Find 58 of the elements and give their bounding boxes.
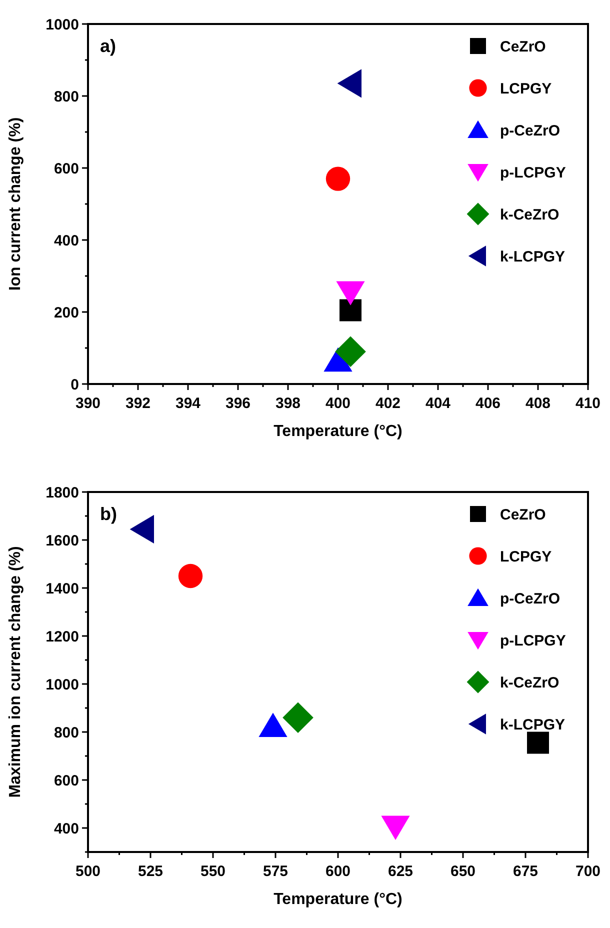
y-axis-title: Maximum ion current change (%) (7, 546, 24, 798)
x-axis-title: Temperature (°C) (274, 891, 402, 908)
legend-label: LCPGY (500, 548, 552, 566)
legend-label: p-LCPGY (500, 164, 566, 182)
y-tick-label: 1400 (46, 580, 79, 598)
point (258, 712, 288, 737)
legend-label: p-CeZrO (500, 122, 560, 140)
x-tick-label: 398 (275, 395, 301, 412)
point (381, 816, 410, 840)
x-tick-label: 402 (375, 395, 401, 412)
y-tick-label: 400 (54, 232, 79, 250)
x-tick-label: 550 (200, 863, 226, 880)
y-tick-label: 800 (54, 88, 79, 106)
y-tick-label: 800 (54, 724, 79, 742)
x-tick-label: 406 (475, 395, 501, 412)
x-tick-label: 408 (525, 395, 551, 412)
legend-label: p-LCPGY (500, 632, 566, 650)
x-tick-label: 625 (388, 863, 414, 880)
y-tick-label: 200 (54, 304, 79, 322)
x-tick-label: 650 (450, 863, 476, 880)
x-axis-title: Temperature (°C) (274, 423, 402, 440)
x-tick-label: 600 (325, 863, 351, 880)
y-tick-label: 1000 (46, 16, 79, 34)
legend-label: k-CeZrO (500, 674, 560, 692)
legend-label: k-CeZrO (500, 206, 560, 224)
legend-label: p-CeZrO (500, 590, 560, 608)
x-tick-label: 396 (225, 395, 251, 412)
legend-label: CeZrO (500, 38, 546, 56)
x-tick-label: 410 (575, 395, 601, 412)
text: b) (100, 504, 117, 524)
x-tick-label: 575 (262, 863, 288, 880)
y-tick-label: 400 (54, 820, 79, 838)
point (527, 732, 549, 754)
x-tick-label: 394 (175, 395, 202, 412)
y-tick-label: 1600 (46, 532, 79, 550)
y-tick-label: 600 (54, 772, 79, 790)
legend-label: k-LCPGY (500, 248, 566, 266)
point (282, 702, 314, 733)
legend-label: CeZrO (500, 506, 546, 524)
x-tick-label: 525 (138, 863, 164, 880)
x-tick-label: 404 (425, 395, 452, 412)
y-tick-label: 1000 (46, 676, 79, 694)
point (178, 564, 203, 588)
x-tick-label: 392 (125, 395, 151, 412)
y-tick-label: 1200 (46, 628, 79, 646)
point (130, 514, 154, 544)
x-tick-label: 500 (75, 863, 101, 880)
x-tick-label: 390 (75, 395, 101, 412)
legend-label: k-LCPGY (500, 716, 566, 734)
y-axis-title: Ion current change (%) (7, 117, 24, 291)
y-tick-label: 0 (70, 376, 79, 394)
y-tick-label: 600 (54, 160, 79, 178)
x-tick-label: 400 (325, 395, 351, 412)
x-tick-label: 700 (575, 863, 601, 880)
x-tick-label: 675 (512, 863, 538, 880)
text: a) (100, 36, 116, 56)
y-tick-label: 1800 (46, 484, 79, 502)
legend-label: LCPGY (500, 80, 552, 98)
